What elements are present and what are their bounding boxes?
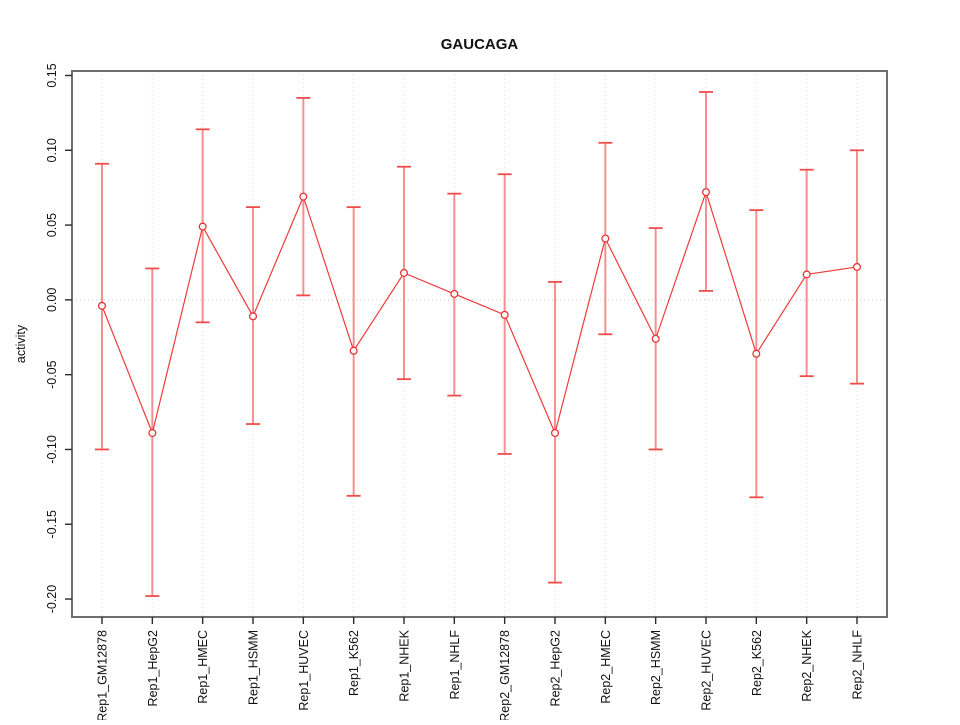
- x-tick-label: Rep2_GM12878: [498, 630, 512, 720]
- x-tick-label: Rep2_K562: [750, 630, 764, 696]
- x-tick-label: Rep1_HUVEC: [297, 630, 311, 711]
- data-point: [148, 428, 157, 438]
- data-point: [701, 188, 711, 197]
- data-point: [198, 222, 207, 231]
- y-tick-label: -0.05: [45, 360, 59, 389]
- y-tick-label: 0.10: [45, 138, 59, 162]
- plot-frame: [71, 70, 888, 618]
- y-axis-label: activity: [14, 324, 28, 363]
- data-point: [852, 262, 862, 272]
- data-point: [248, 312, 258, 321]
- x-tick-label: Rep2_HMEC: [599, 630, 613, 704]
- data-point: [399, 268, 409, 277]
- x-tick-label: Rep1_HSMM: [246, 630, 260, 705]
- data-point: [97, 301, 107, 310]
- series-line: [101, 190, 858, 435]
- data-point: [802, 270, 811, 279]
- data-point: [299, 192, 308, 201]
- x-tick-label: Rep2_NHEK: [800, 629, 814, 701]
- x-tick-label: Rep2_HepG2: [548, 630, 562, 706]
- data-point: [450, 289, 459, 298]
- y-tick-label: -0.15: [45, 510, 59, 539]
- data-point: [500, 310, 509, 319]
- x-tick-label: Rep2_HUVEC: [699, 630, 713, 711]
- data-point: [550, 428, 560, 438]
- x-tick-label: Rep1_NHLF: [448, 630, 462, 700]
- y-tick-label: 0.15: [45, 63, 59, 87]
- y-tick-label: 0.00: [45, 288, 59, 312]
- chart-title: GAUCAGA: [441, 36, 519, 53]
- y-tick-label: -0.10: [45, 435, 59, 464]
- x-tick-label: Rep2_HSMM: [649, 630, 663, 705]
- y-tick-label: 0.05: [45, 213, 59, 237]
- x-tick-label: Rep1_K562: [347, 630, 361, 696]
- x-tick-label: Rep2_NHLF: [850, 630, 864, 700]
- x-tick-label: Rep1_NHEK: [397, 629, 411, 701]
- data-point: [349, 346, 358, 355]
- data-point: [651, 334, 660, 343]
- x-tick-label: Rep1_GM12878: [96, 630, 110, 720]
- x-tick-label: Rep1_HMEC: [196, 630, 210, 704]
- x-tick-label: Rep1_HepG2: [146, 630, 160, 706]
- data-point: [752, 349, 761, 358]
- y-tick-label: -0.20: [45, 585, 59, 614]
- data-point: [601, 234, 610, 243]
